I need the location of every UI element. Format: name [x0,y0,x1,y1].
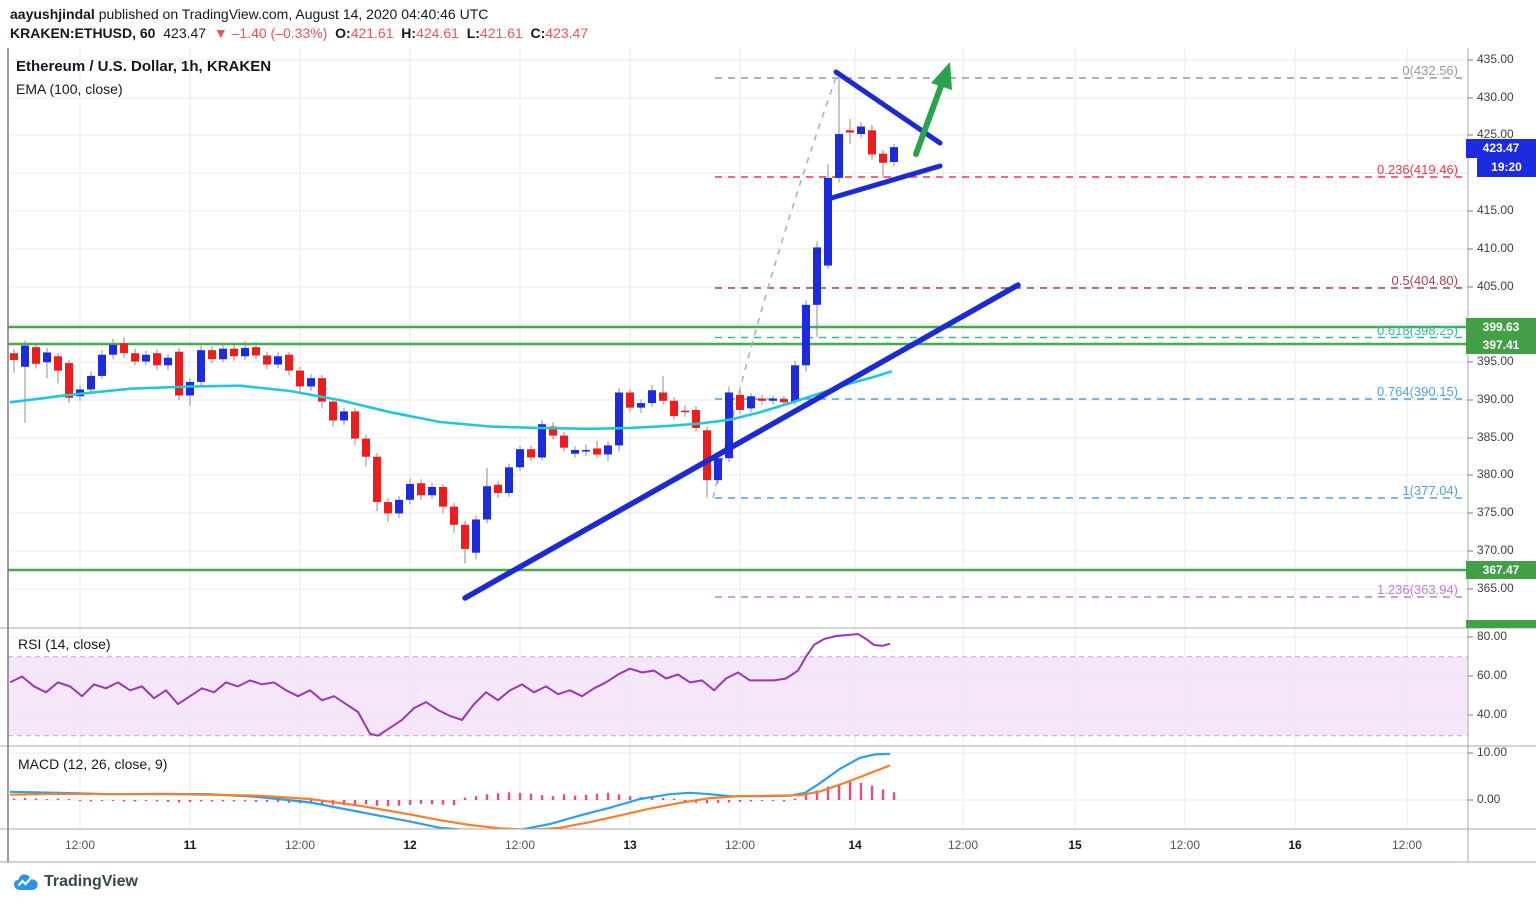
macd-pane-label[interactable]: MACD (12, 26, close, 9) [18,756,168,772]
rsi-pane-label[interactable]: RSI (14, close) [18,636,111,652]
tradingview-brand-text[interactable]: TradingView [44,873,138,890]
close-value: 423.47 [545,25,589,41]
high-label: H: [401,25,417,41]
tradingview-logo-icon[interactable] [12,870,42,896]
time-axis[interactable] [8,829,1468,862]
publish-info: published on TradingView.com, August 14,… [94,6,489,22]
low-value: 421.61 [479,25,523,41]
open-value: 421.61 [350,25,394,41]
publish-header: aayushjindal published on TradingView.co… [10,6,488,22]
author-name: aayushjindal [10,6,95,22]
symbol-name[interactable]: KRAKEN:ETHUSD, 60 [10,25,156,41]
last-price: 423.47 [163,25,207,41]
chart-legend-ema[interactable]: EMA (100, close) [16,81,123,97]
close-label: C: [530,25,546,41]
price-axis[interactable] [1468,48,1536,829]
low-label: L: [466,25,480,41]
chart-legend-title[interactable]: Ethereum / U.S. Dollar, 1h, KRAKEN [16,58,272,75]
price-change: ▼ –1.40 (–0.33%) [213,25,328,41]
symbol-header: KRAKEN:ETHUSD, 60 423.47 ▼ –1.40 (–0.33%… [10,25,588,41]
high-value: 424.61 [416,25,459,41]
open-label: O: [335,25,351,41]
